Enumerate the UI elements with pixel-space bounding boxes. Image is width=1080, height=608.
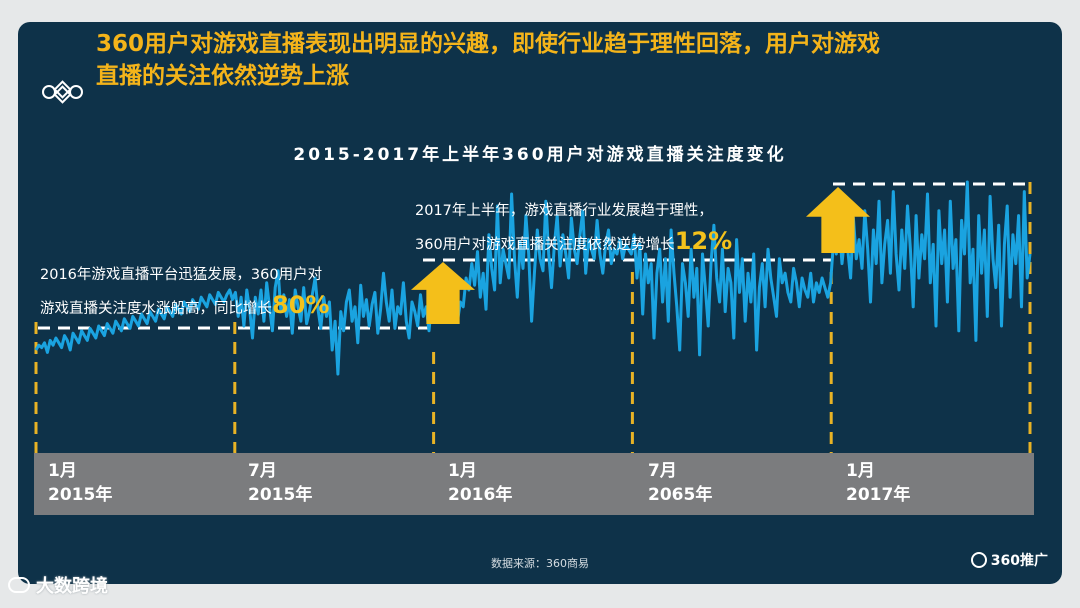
x-tick-5: 1月 2017年 bbox=[846, 459, 910, 507]
pattern-logo-icon bbox=[42, 80, 83, 104]
annotation-2017: 2017年上半年，游戏直播行业发展趋于理性， 360用户对游戏直播关注度依然逆势… bbox=[415, 196, 732, 260]
annotation-2017-growth: 12% bbox=[674, 227, 733, 255]
x-tick-year: 2015年 bbox=[248, 485, 313, 505]
data-source: 数据来源：360商易 bbox=[491, 557, 589, 570]
headline: 360用户对游戏直播表现出明显的兴趣，即使行业趋于理性回落，用户对游戏 直播的关… bbox=[96, 28, 1036, 92]
x-tick-year: 2015年 bbox=[48, 485, 113, 505]
timeline-bar: 1月 2015年 7月 2015年 1月 2016年 7月 2065年 1月 2… bbox=[34, 453, 1034, 515]
headline-line-2: 直播的关注依然逆势上涨 bbox=[96, 63, 349, 89]
series-line bbox=[34, 180, 1032, 376]
headline-line-1: 360用户对游戏直播表现出明显的兴趣，即使行业趋于理性回落，用户对游戏 bbox=[96, 31, 881, 57]
x-tick-month: 7月 bbox=[248, 461, 277, 481]
x-tick-1: 1月 2015年 bbox=[48, 459, 112, 507]
annotation-2016: 2016年游戏直播平台迅猛发展，360用户对 游戏直播关注度水涨船高，同比增长8… bbox=[40, 260, 329, 324]
watermark: 大数跨境 bbox=[8, 572, 108, 598]
slide: 360用户对游戏直播表现出明显的兴趣，即使行业趋于理性回落，用户对游戏 直播的关… bbox=[18, 22, 1062, 584]
x-tick-month: 7月 bbox=[648, 461, 677, 481]
x-tick-4: 7月 2065年 bbox=[648, 459, 712, 507]
360-logo-icon bbox=[970, 552, 987, 568]
x-tick-year: 2065年 bbox=[648, 485, 713, 505]
x-tick-month: 1月 bbox=[846, 461, 875, 481]
watermark-text: 大数跨境 bbox=[36, 576, 108, 597]
x-tick-3: 1月 2016年 bbox=[448, 459, 512, 507]
up-arrow-icon bbox=[411, 262, 475, 324]
chart-title: 2015-2017年上半年360用户对游戏直播关注度变化 bbox=[293, 145, 787, 165]
annotation-2016-growth: 80% bbox=[272, 291, 330, 319]
x-tick-month: 1月 bbox=[448, 461, 477, 481]
annotation-2016-line-1: 2016年游戏直播平台迅猛发展，360用户对 bbox=[40, 267, 323, 283]
x-tick-year: 2017年 bbox=[846, 485, 911, 505]
x-tick-month: 1月 bbox=[48, 461, 77, 481]
annotation-2017-text: 360用户对游戏直播关注度依然逆势增长 bbox=[415, 237, 675, 253]
watermark-icon bbox=[8, 577, 30, 593]
brand-logo: 360推广 bbox=[970, 550, 1048, 570]
annotation-2017-line-1: 2017年上半年，游戏直播行业发展趋于理性， bbox=[415, 203, 713, 219]
annotation-2017-line-2: 360用户对游戏直播关注度依然逆势增长12% bbox=[415, 226, 732, 260]
up-arrow-icon bbox=[806, 187, 870, 253]
brand-text: 360推广 bbox=[990, 553, 1048, 569]
annotation-2016-text: 游戏直播关注度水涨船高，同比增长 bbox=[40, 301, 272, 317]
x-tick-2: 7月 2015年 bbox=[248, 459, 312, 507]
x-tick-year: 2016年 bbox=[448, 485, 513, 505]
annotation-2016-line-2: 游戏直播关注度水涨船高，同比增长80% bbox=[40, 290, 329, 324]
